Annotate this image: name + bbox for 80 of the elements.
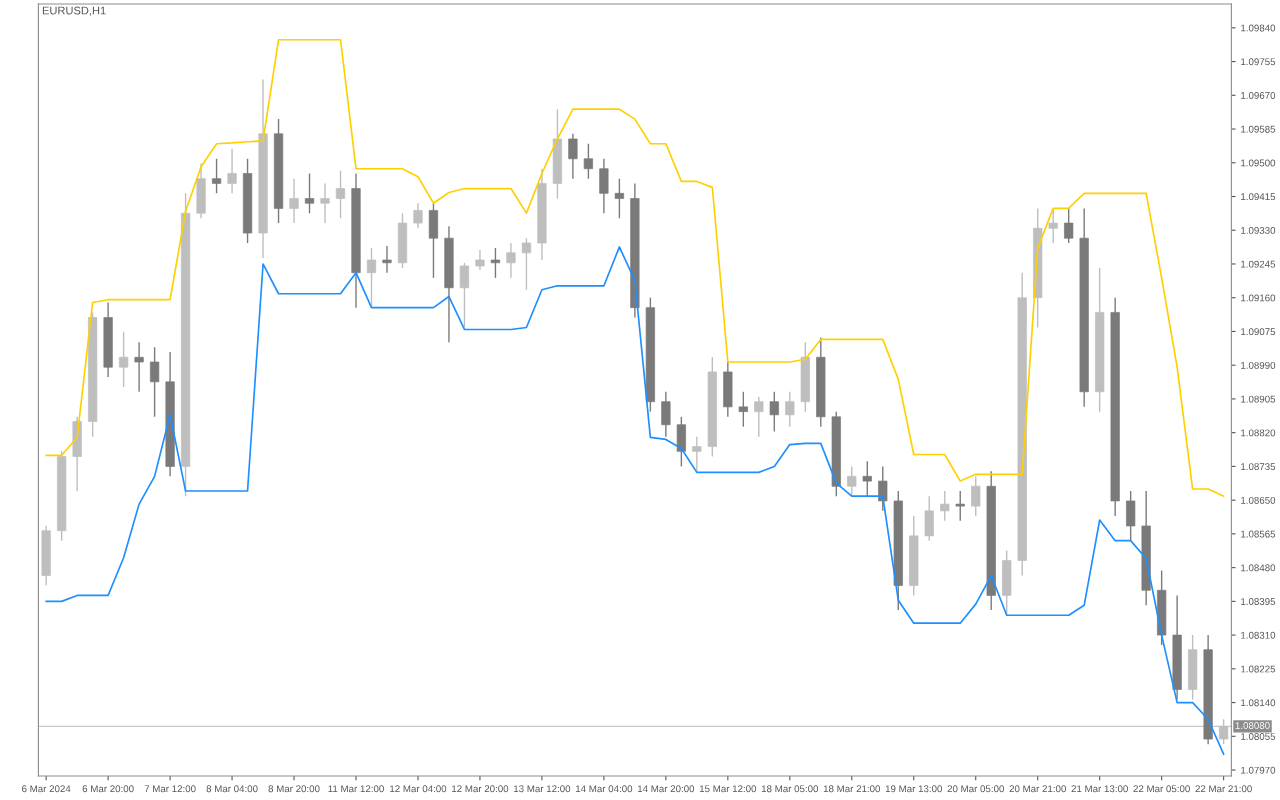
candlestick: [583, 143, 594, 180]
y-tick-label: 1.09585: [1241, 125, 1276, 133]
x-tick-label: 8 Mar 04:00: [206, 785, 258, 793]
candlestick: [506, 242, 516, 279]
candlestick: [304, 172, 315, 214]
y-tick-label: 1.08905: [1241, 395, 1276, 403]
candlestick: [382, 245, 392, 274]
y-tick-label: 1.08820: [1241, 429, 1276, 437]
x-tick-label: 6 Mar 20:00: [82, 785, 134, 793]
candlestick: [335, 170, 346, 220]
candlestick: [289, 177, 299, 224]
y-tick-label: 1.09075: [1241, 328, 1276, 336]
x-tick-label: 20 Mar 21:00: [1009, 785, 1066, 793]
y-tick-label: 1.08650: [1241, 496, 1276, 504]
x-tick-label: 11 Mar 12:00: [328, 785, 384, 793]
y-tick-label: 1.09755: [1241, 58, 1276, 66]
y-tick-label: 1.07970: [1241, 766, 1276, 774]
x-tick-label: 18 Mar 21:00: [823, 785, 881, 793]
candlestick: [134, 341, 144, 393]
candlestick: [940, 490, 950, 522]
y-tick-label: 1.08140: [1241, 699, 1276, 707]
candlestick: [661, 391, 671, 438]
candlestick: [211, 158, 222, 195]
y-tick-label: 1.08055: [1241, 733, 1276, 740]
candlestick: [490, 247, 501, 279]
candlestick: [227, 148, 237, 195]
y-tick-label: 1.08310: [1241, 631, 1276, 639]
line-series: [45, 246, 1225, 756]
candlestick: [149, 346, 160, 418]
y-tick-label: 1.09245: [1241, 260, 1276, 268]
y-tick-label: 1.09840: [1241, 24, 1276, 32]
x-tick-label: 6 Mar 2024: [22, 785, 71, 793]
y-tick-label: 1.08565: [1241, 530, 1276, 538]
candlestick: [366, 247, 377, 309]
x-tick-label: 20 Mar 05:00: [947, 785, 1004, 793]
y-tick-label: 1.09670: [1241, 92, 1276, 99]
candlestick: [413, 202, 423, 229]
candlestick: [459, 262, 470, 329]
candlestick: [955, 490, 965, 522]
x-tick-label: 18 Mar 05:00: [761, 785, 819, 793]
x-tick-label: 14 Mar 20:00: [637, 785, 695, 793]
x-tick-label: 22 Mar 05:00: [1133, 785, 1190, 793]
y-tick-label: 1.09160: [1241, 294, 1276, 302]
candlestick: [475, 249, 485, 271]
line-series: [45, 38, 1225, 498]
x-tick-label: 14 Mar 04:00: [575, 785, 633, 793]
x-tick-label: 19 Mar 13:00: [885, 785, 943, 793]
ref-line-label: 1.08080: [1235, 722, 1270, 729]
y-tick-label: 1.09500: [1241, 159, 1276, 167]
x-tick-label: 12 Mar 04:00: [390, 785, 447, 793]
y-tick-label: 1.08990: [1241, 361, 1276, 369]
candlestick: [738, 391, 748, 428]
y-tick-label: 1.08735: [1241, 463, 1276, 471]
candlestick: [320, 182, 330, 224]
candlestick: [1048, 207, 1058, 244]
x-tick-label: 12 Mar 20:00: [452, 785, 509, 793]
y-tick-label: 1.08225: [1241, 665, 1276, 673]
candlestick: [971, 475, 981, 517]
x-tick-label: 22 Mar 21:00: [1195, 785, 1252, 793]
candlestick: [521, 237, 532, 291]
y-tick-label: 1.09415: [1241, 193, 1276, 201]
y-tick-label: 1.09330: [1241, 226, 1276, 234]
candlestick: [692, 435, 702, 472]
x-tick-label: 8 Mar 20:00: [268, 785, 320, 793]
candlestick: [862, 460, 872, 497]
candlestick: [769, 391, 779, 433]
x-tick-label: 15 Mar 12:00: [699, 785, 757, 793]
candlestick: [568, 133, 578, 180]
candlestick: [614, 177, 624, 220]
x-tick-label: 7 Mar 12:00: [144, 785, 196, 793]
y-tick-label: 1.08480: [1241, 564, 1276, 572]
x-tick-label: 13 Mar 12:00: [514, 785, 571, 793]
candlestick: [119, 331, 129, 388]
annotation: EURUSD,H1: [42, 6, 106, 16]
candlestick: [754, 396, 764, 438]
x-tick-label: 21 Mar 13:00: [1071, 785, 1128, 793]
y-tick-label: 1.08395: [1241, 598, 1276, 605]
candlestick: [1064, 207, 1074, 244]
candlestick: [847, 465, 857, 497]
candlestick: [785, 391, 795, 428]
